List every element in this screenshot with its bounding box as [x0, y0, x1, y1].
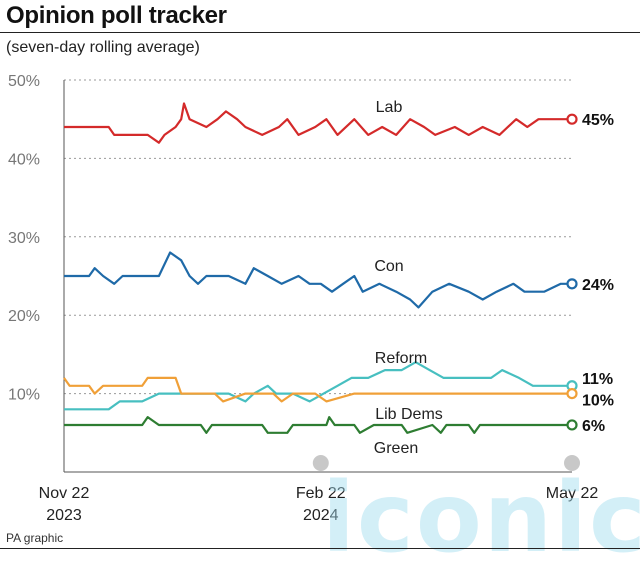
- series-name-label: Lib Dems: [375, 406, 443, 423]
- series-endpoint: [566, 278, 578, 290]
- series-name-label: Green: [374, 440, 418, 457]
- credit-text: PA graphic: [6, 531, 64, 545]
- y-tick-label: 40%: [8, 151, 40, 168]
- y-tick-label: 10%: [8, 387, 40, 404]
- x-tick-label: 2024: [303, 507, 339, 524]
- y-tick-label: 30%: [8, 230, 40, 247]
- series-name-label: Reform: [375, 350, 427, 367]
- series-line-con: [64, 251, 572, 309]
- y-tick-label: 20%: [8, 308, 40, 325]
- x-tick-label: 2023: [46, 507, 82, 524]
- final-value-label: 11%: [582, 371, 613, 388]
- line-chart: 10% 20% 30% 40% 50% Nov 22 2023 Feb 22 2024 May 2…: [8, 73, 614, 524]
- series-line-lib-dems: [63, 376, 572, 403]
- series-line-lab: [64, 102, 572, 144]
- chart-title: Opinion poll tracker: [6, 2, 227, 29]
- series-name-label: Con: [374, 258, 403, 275]
- final-value-label: 24%: [582, 277, 614, 294]
- x-tick-marker: [564, 455, 580, 471]
- series-name-label: Lab: [376, 99, 403, 116]
- x-tick-label: May 22: [546, 485, 599, 502]
- x-tick-label: Nov 22: [39, 485, 90, 502]
- final-value-label: 6%: [582, 418, 605, 435]
- chart-subtitle: (seven-day rolling average): [6, 39, 200, 56]
- footer-rule: [0, 548, 640, 549]
- y-tick-label: 50%: [8, 73, 40, 90]
- watermark-logo: iconic: [322, 462, 640, 574]
- series-line-green: [64, 416, 572, 434]
- series-endpoint: [566, 113, 578, 125]
- header-rule: [0, 32, 640, 33]
- x-tick-marker: [312, 455, 329, 471]
- x-tick-label: Feb 22: [296, 485, 346, 502]
- final-value-label: 10%: [582, 393, 614, 410]
- final-value-label: 45%: [582, 112, 614, 129]
- series-endpoint: [566, 388, 578, 400]
- series-endpoint: [566, 419, 578, 431]
